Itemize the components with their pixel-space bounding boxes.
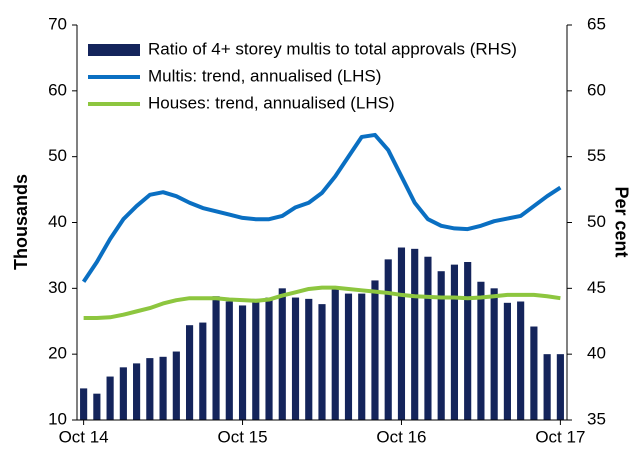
y-tick-label: 20	[48, 344, 67, 363]
x-tick-label: Oct 14	[59, 427, 109, 446]
bar	[437, 271, 445, 420]
y2-tick-label: 50	[587, 212, 606, 231]
y2-tick-label: 35	[587, 409, 606, 428]
bar	[225, 301, 233, 420]
bar	[331, 288, 339, 420]
bar	[265, 297, 273, 420]
bar	[477, 281, 485, 420]
x-tick-label: Oct 15	[217, 427, 267, 446]
bar	[278, 288, 286, 420]
y2-tick-label: 45	[587, 278, 606, 297]
legend-label: Ratio of 4+ storey multis to total appro…	[148, 39, 517, 58]
legend-label: Multis: trend, annualised (LHS)	[148, 66, 381, 85]
bar	[543, 354, 551, 420]
bar	[185, 325, 194, 420]
bar	[464, 262, 472, 420]
bar	[199, 322, 207, 420]
y2-tick-label: 40	[587, 344, 606, 363]
legend-label: Houses: trend, annualised (LHS)	[148, 93, 395, 112]
bar	[503, 302, 511, 420]
bar	[238, 305, 247, 420]
bar	[344, 293, 353, 420]
bar	[291, 297, 300, 420]
legend-swatch	[88, 44, 140, 56]
bar	[411, 248, 419, 420]
y2-tick-label: 65	[587, 14, 606, 33]
bar	[212, 296, 220, 420]
y2-axis-label: Per cent	[611, 186, 631, 257]
x-tick-label: Oct 17	[535, 427, 585, 446]
bar	[93, 393, 101, 420]
bar	[106, 376, 114, 420]
bar	[384, 259, 392, 420]
y-tick-label: 40	[48, 212, 67, 231]
bar	[371, 280, 379, 420]
bar	[172, 351, 180, 420]
bar	[146, 358, 154, 420]
bar	[490, 288, 498, 420]
bar	[318, 304, 326, 420]
y-tick-label: 60	[48, 80, 67, 99]
line	[81, 132, 562, 283]
bar	[80, 388, 88, 420]
line	[83, 285, 561, 320]
bar	[556, 354, 564, 420]
y-tick-label: 30	[48, 278, 67, 297]
bar	[119, 367, 127, 420]
bar	[305, 298, 313, 420]
y-tick-label: 70	[48, 14, 67, 33]
bar	[252, 298, 260, 420]
bar	[397, 247, 406, 420]
y2-tick-label: 60	[587, 80, 606, 99]
bar	[450, 264, 459, 420]
bar	[424, 256, 432, 420]
y-tick-label: 50	[48, 146, 67, 165]
bar	[358, 293, 366, 420]
x-tick-label: Oct 16	[376, 427, 426, 446]
bar	[133, 363, 141, 420]
y-tick-label: 10	[48, 409, 67, 428]
bar	[517, 301, 525, 420]
y2-tick-label: 55	[587, 146, 606, 165]
bar	[159, 356, 167, 420]
y-axis-label: Thousands	[11, 174, 31, 270]
bar	[530, 326, 538, 420]
